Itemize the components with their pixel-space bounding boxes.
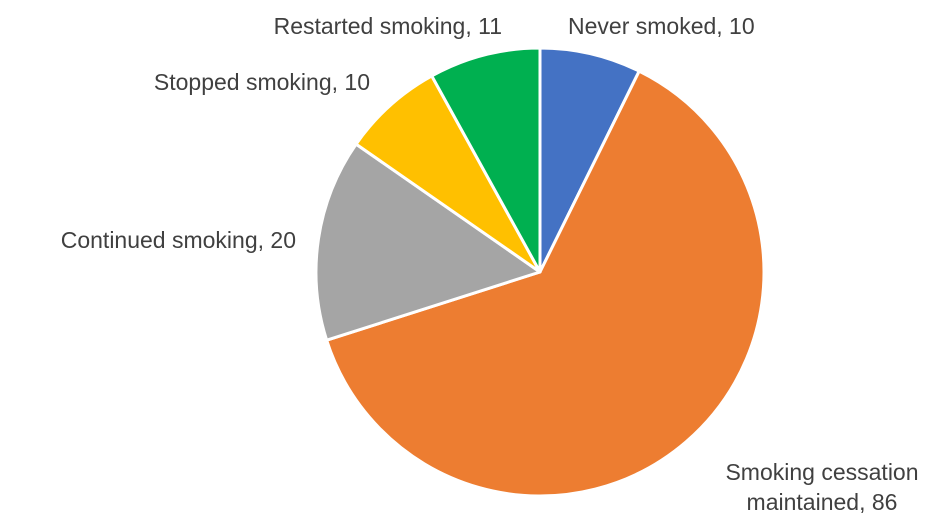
data-label-line: Smoking cessation <box>725 459 918 485</box>
data-label-smoking-cessation-maintained: Smoking cessation maintained, 86 <box>725 459 918 514</box>
pie-slice-stopped-smoking <box>354 74 542 274</box>
data-label-restarted-smoking: Restarted smoking, 11 <box>274 13 502 39</box>
data-label-line: Never smoked, 10 <box>568 13 755 39</box>
data-label-never-smoked: Never smoked, 10 <box>568 13 755 39</box>
data-label-continued-smoking: Continued smoking, 20 <box>61 227 296 253</box>
pie-slice-smoking-cessation-maintained <box>325 69 766 498</box>
pie-slice-restarted-smoking <box>430 46 542 274</box>
pie-data-labels: Never smoked, 10 Smoking cessation maintai… <box>61 13 919 514</box>
pie-slice-never-smoked <box>538 46 641 274</box>
data-label-line: Continued smoking, 20 <box>61 227 296 253</box>
pie-slice-continued-smoking <box>314 142 542 342</box>
data-label-line: Stopped smoking, 10 <box>154 69 370 95</box>
pie-slices <box>314 46 766 498</box>
data-label-line: maintained, 86 <box>747 489 898 514</box>
data-label-line: Restarted smoking, 11 <box>274 13 502 39</box>
data-label-stopped-smoking: Stopped smoking, 10 <box>154 69 370 95</box>
